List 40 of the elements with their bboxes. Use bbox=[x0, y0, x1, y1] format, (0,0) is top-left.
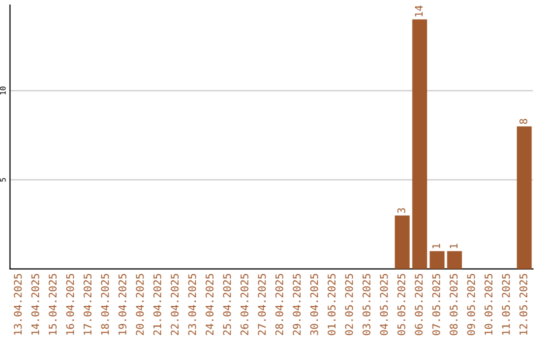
x-tick-label: 13.04.2025 bbox=[14, 274, 22, 335]
x-tick-label: 09.05.2025 bbox=[467, 274, 476, 336]
data-label: 3 bbox=[397, 208, 406, 213]
x-tick-label: 08.05.2025 bbox=[450, 274, 458, 336]
x-tick-label: 06.05.2025 bbox=[414, 274, 423, 336]
bar bbox=[430, 251, 445, 269]
x-tick-label: 14.04.2025 bbox=[31, 274, 40, 335]
x-tick-label: 15.04.2025 bbox=[48, 274, 57, 335]
x-tick-label: 28.04.2025 bbox=[275, 274, 284, 336]
x-tick-label: 21.04.2025 bbox=[153, 274, 162, 336]
x-tick-label: 10.05.2025 bbox=[484, 274, 492, 335]
x-tick-label: 22.04.2025 bbox=[170, 274, 179, 336]
x-tick-label: 24.04.2025 bbox=[206, 274, 214, 336]
bar bbox=[412, 19, 428, 269]
x-tick-label: 19.04.2025 bbox=[118, 274, 126, 335]
x-tick-label: 02.05.2025 bbox=[345, 274, 353, 336]
x-tick-label: 04.05.2025 bbox=[380, 274, 388, 336]
x-tick-label: 25.04.2025 bbox=[223, 274, 231, 336]
x-tick-label: 29.04.2025 bbox=[292, 274, 301, 336]
x-tick-label: 20.04.2025 bbox=[136, 274, 144, 336]
x-tick-label: 01.05.2025 bbox=[328, 274, 336, 336]
x-tick-label: 03.05.2025 bbox=[362, 274, 370, 336]
x-tick-label: 05.05.2025 bbox=[397, 274, 406, 336]
x-tick-label: 16.04.2025 bbox=[66, 274, 74, 335]
x-tick-label: 17.04.2025 bbox=[84, 274, 92, 335]
x-tick-label: 26.04.2025 bbox=[240, 274, 248, 336]
bar bbox=[516, 126, 532, 269]
x-tick-label: 23.04.2025 bbox=[188, 274, 196, 336]
bar bbox=[394, 215, 410, 269]
x-tick-label: 18.04.2025 bbox=[101, 274, 109, 335]
data-label: 1 bbox=[450, 244, 458, 248]
data-label: 14 bbox=[414, 6, 423, 16]
x-tick-label: 07.05.2025 bbox=[432, 274, 440, 336]
bar bbox=[447, 251, 462, 269]
x-tick-label: 12.05.2025 bbox=[519, 274, 528, 335]
x-tick-label: 11.05.2025 bbox=[502, 274, 510, 335]
data-label: 8 bbox=[519, 118, 528, 124]
data-label: 1 bbox=[432, 244, 440, 248]
x-tick-label: 27.04.2025 bbox=[258, 274, 266, 336]
x-tick-label: 30.04.2025 bbox=[310, 274, 318, 336]
